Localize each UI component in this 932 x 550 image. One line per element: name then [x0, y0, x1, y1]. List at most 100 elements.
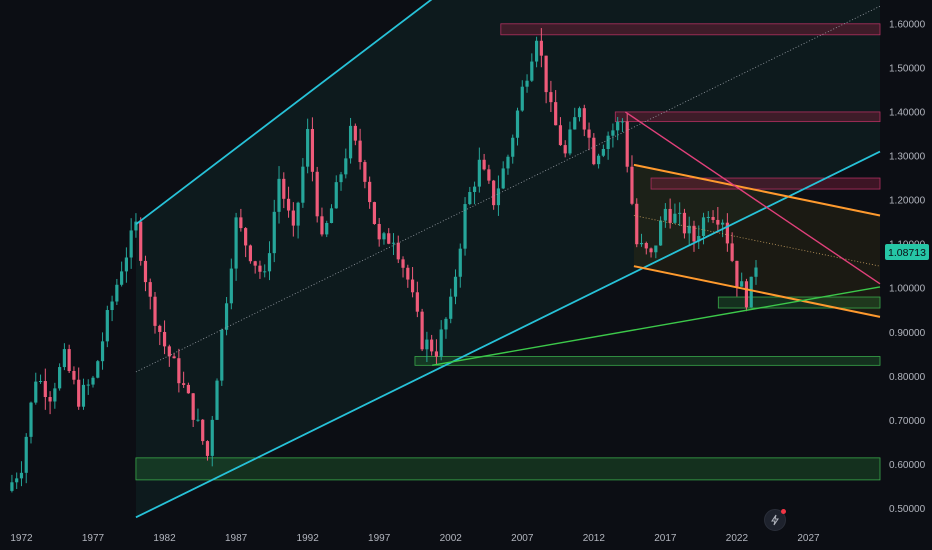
candle-body	[153, 296, 157, 326]
candle-body	[310, 128, 315, 172]
candle-body	[644, 242, 648, 249]
candle-body	[306, 128, 310, 167]
candle-body	[487, 169, 491, 181]
candle-body	[387, 233, 391, 244]
candle-body	[539, 40, 543, 56]
candle-body	[463, 204, 467, 249]
time-tick-label: 1997	[368, 533, 391, 544]
candle-body	[325, 223, 329, 235]
candle-body	[406, 267, 410, 280]
candle-body	[329, 208, 334, 224]
time-tick-label: 2017	[654, 533, 677, 544]
candle-body	[10, 482, 14, 491]
candle-body	[272, 211, 276, 254]
candle-body	[692, 225, 696, 242]
candle-body	[530, 61, 534, 81]
resistance-zone-0	[500, 23, 881, 36]
candle-body	[635, 203, 639, 245]
candle-body	[96, 361, 100, 378]
candle-body	[267, 253, 272, 272]
candle-body	[110, 301, 114, 311]
price-tick-label: 0.90000	[889, 328, 926, 339]
candle-body	[563, 145, 567, 154]
candle-body	[248, 245, 253, 262]
candle-body	[315, 171, 319, 217]
candle-body	[344, 158, 348, 175]
candle-body	[191, 393, 195, 420]
candle-body	[544, 55, 548, 93]
candle-body	[105, 310, 109, 342]
time-tick-label: 1972	[10, 533, 33, 544]
resistance-zone-2	[650, 177, 881, 190]
candle-body	[372, 202, 377, 224]
candle-body	[124, 257, 128, 272]
candle-body	[754, 267, 758, 277]
candle-body	[410, 279, 415, 293]
candle-body	[253, 261, 257, 266]
last-price-label: 1.08713	[888, 247, 926, 259]
candle-body	[616, 121, 620, 131]
candle-body	[730, 243, 734, 261]
candle-body	[554, 102, 558, 126]
candle-body	[139, 221, 143, 261]
candle-body	[282, 178, 286, 199]
candle-body	[301, 166, 305, 203]
candle-body	[148, 282, 152, 297]
candle-body	[611, 130, 615, 136]
candle-body	[725, 222, 729, 244]
candle-body	[663, 208, 667, 221]
candle-body	[134, 221, 138, 231]
candle-body	[444, 318, 448, 330]
candle-body	[496, 188, 501, 206]
replay-button[interactable]	[764, 509, 786, 531]
time-axis[interactable]: 1972 1977 1982 1987 1992 1997 2002 2007 2012 2017…	[10, 533, 820, 544]
candle-body	[58, 367, 62, 389]
candle-body	[158, 325, 162, 332]
price-axis[interactable]: 0.50000 0.60000 0.70000 0.80000 0.90000 1.000…	[889, 19, 926, 515]
candle-body	[401, 259, 405, 268]
last-price-badge-bg	[885, 244, 929, 260]
time-tick-label: 1992	[297, 533, 320, 544]
candle-body	[339, 174, 343, 183]
candle-body	[286, 198, 291, 211]
candle-body	[601, 148, 605, 156]
candle-body	[34, 381, 38, 403]
candle-body	[19, 472, 24, 479]
candle-body	[72, 370, 76, 380]
time-tick-label: 1982	[153, 533, 176, 544]
candle-body	[716, 219, 720, 225]
candle-body	[744, 281, 749, 308]
candle-body	[506, 156, 510, 169]
candle-body	[587, 129, 591, 138]
green-trendline	[432, 286, 881, 367]
candle-body	[391, 242, 396, 244]
candle-body	[220, 329, 224, 381]
candle-body	[177, 358, 181, 384]
price-tick-label: 0.70000	[889, 416, 926, 427]
candle-body	[668, 208, 672, 223]
candle-body	[363, 162, 367, 182]
candle-body	[86, 384, 90, 386]
candle-body	[678, 212, 682, 214]
candle-body	[291, 210, 295, 226]
candle-body	[735, 260, 739, 287]
candle-body	[577, 108, 582, 118]
notification-dot	[781, 509, 786, 514]
time-tick-label: 2027	[797, 533, 820, 544]
candle-body	[48, 397, 52, 402]
candle-body	[649, 248, 653, 253]
candle-body	[568, 129, 572, 154]
candle-body	[77, 379, 81, 407]
candle-body	[697, 235, 701, 242]
price-tick-label: 1.40000	[889, 107, 926, 118]
candle-body	[458, 248, 462, 277]
trend-drawings[interactable]	[135, 0, 881, 519]
price-zones	[135, 23, 881, 481]
candle-body	[129, 230, 133, 258]
candle-body	[29, 402, 33, 437]
candle-body	[263, 271, 267, 273]
candle-body	[277, 178, 281, 212]
candle-body	[721, 222, 725, 225]
